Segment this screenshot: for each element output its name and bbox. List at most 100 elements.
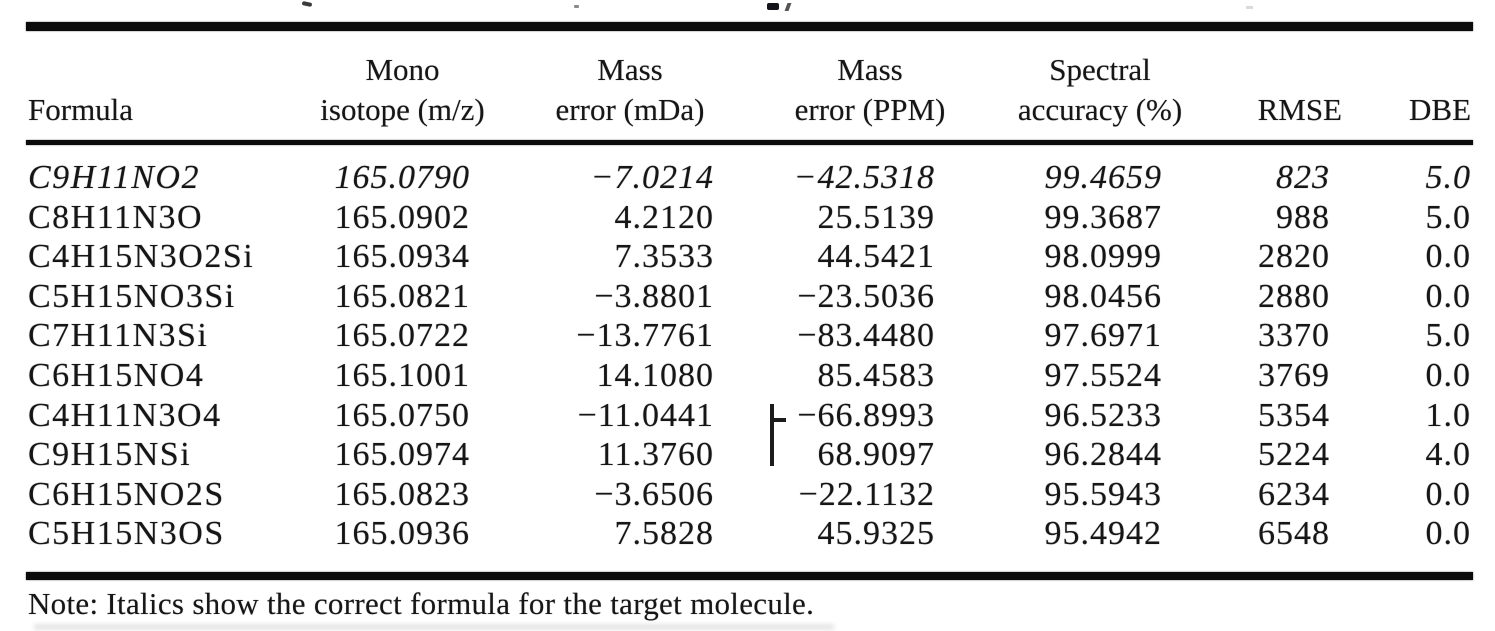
column-header-mass-error-ppm: Mass error (PPM) (755, 40, 985, 158)
cell-spectral: 99.4659 (1044, 159, 1162, 196)
cell-formula: C6H15NO4 (28, 356, 205, 394)
cell-formula: C9H11NO2 (28, 159, 200, 196)
caption-artifact (1246, 6, 1253, 9)
cell-rmse: 988 (1276, 198, 1330, 236)
cell-rmse: 5354 (1258, 396, 1330, 434)
cell-formula: C5H15NO3Si (28, 277, 236, 315)
scan-line-artifact (770, 404, 774, 466)
cell-rmse: 6234 (1258, 475, 1330, 513)
caption-artifact (767, 3, 779, 10)
header-line: RMSE (1257, 92, 1342, 127)
cell-dbe: 5.0 (1425, 317, 1471, 355)
header-line: isotope (m/z) (320, 92, 485, 127)
cell-spectral: 96.5233 (1044, 396, 1162, 434)
cell-mda: −3.8801 (594, 277, 714, 315)
cell-dbe: 4.0 (1425, 436, 1471, 474)
cell-formula: C7H11N3Si (28, 317, 209, 355)
cell-mda: −11.0441 (577, 396, 714, 434)
cell-spectral: 95.4942 (1044, 515, 1162, 553)
cell-rmse: 3769 (1258, 356, 1330, 394)
results-table: Formula Mono isotope (m/z) Mass error (m… (0, 40, 1495, 554)
cell-rmse: 6548 (1258, 515, 1330, 553)
cell-mda: 14.1080 (596, 356, 714, 394)
cell-mda: 4.2120 (614, 198, 714, 236)
cell-spectral: 95.5943 (1044, 475, 1162, 513)
cell-rmse: 2880 (1258, 277, 1330, 315)
scan-line-artifact (770, 418, 786, 422)
cell-spectral: 99.3687 (1044, 198, 1162, 236)
cell-ppm: −66.8993 (797, 396, 935, 434)
header-line: error (PPM) (794, 92, 946, 127)
cell-mda: 7.5828 (614, 515, 714, 553)
caption-artifact (574, 5, 579, 8)
column-header-dbe: DBE (1350, 40, 1495, 158)
cell-dbe: 0.0 (1425, 515, 1471, 553)
header-line: DBE (1409, 92, 1471, 127)
column-header-formula: Formula (0, 40, 300, 158)
cell-spectral: 98.0999 (1044, 238, 1162, 276)
cell-formula: C4H15N3O2Si (28, 238, 255, 276)
header-line: Mono (365, 52, 440, 87)
cell-ppm: −83.4480 (797, 317, 935, 355)
cell-mono: 165.0722 (334, 317, 470, 355)
cell-dbe: 0.0 (1425, 475, 1471, 513)
cell-formula: C8H11N3O (28, 198, 204, 236)
header-line: Mass (837, 52, 903, 87)
cell-mda: 7.3533 (614, 238, 714, 276)
cell-formula: C6H15NO2S (28, 475, 225, 513)
cell-ppm: −42.5318 (793, 159, 935, 196)
column-header-rmse: RMSE (1215, 40, 1350, 158)
cell-dbe: 1.0 (1425, 396, 1471, 434)
cell-dbe: 0.0 (1425, 277, 1471, 315)
cell-mda: 11.3760 (597, 436, 714, 474)
cell-mono: 165.0902 (334, 198, 470, 236)
cell-formula: C9H15NSi (28, 436, 192, 474)
cell-ppm: 45.9325 (817, 515, 935, 553)
cell-dbe: 5.0 (1425, 198, 1471, 236)
cell-rmse: 823 (1276, 159, 1330, 196)
column-header-mass-error-mda: Mass error (mDa) (505, 40, 755, 158)
cell-ppm: 68.9097 (817, 436, 935, 474)
caption-artifact (784, 3, 792, 11)
cell-ppm: −22.1132 (798, 475, 935, 513)
table-bottom-rule (26, 572, 1473, 580)
header-line: Formula (28, 92, 134, 127)
column-header-mono-isotope: Mono isotope (m/z) (300, 40, 505, 158)
cell-dbe: 0.0 (1425, 238, 1471, 276)
cell-spectral: 97.6971 (1044, 317, 1162, 355)
cell-mda: −3.6506 (594, 475, 714, 513)
table-note: Note: Italics show the correct formula f… (28, 586, 815, 621)
cell-mono: 165.0934 (334, 238, 470, 276)
cell-mono: 165.1001 (334, 356, 470, 394)
cell-dbe: 5.0 (1425, 159, 1471, 196)
cell-spectral: 97.5524 (1044, 356, 1162, 394)
cell-ppm: 85.4583 (817, 356, 935, 394)
cell-mono: 165.0823 (334, 475, 470, 513)
cell-rmse: 2820 (1258, 238, 1330, 276)
cell-spectral: 96.2844 (1044, 436, 1162, 474)
table-top-rule (26, 22, 1473, 31)
header-line: Spectral (1049, 52, 1151, 87)
cell-mda: −13.7761 (576, 317, 714, 355)
table-header-rule (26, 140, 1473, 145)
cell-formula: C5H15N3OS (28, 515, 225, 553)
caption-artifact (301, 1, 313, 7)
cell-mono: 165.0750 (334, 396, 470, 434)
header-line: error (mDa) (555, 92, 705, 127)
cell-ppm: 25.5139 (817, 198, 935, 236)
cell-rmse: 3370 (1258, 317, 1330, 355)
cell-rmse: 5224 (1258, 436, 1330, 474)
cell-mono: 165.0821 (334, 277, 470, 315)
cropped-text-artifact (34, 624, 834, 630)
cell-ppm: 44.5421 (817, 238, 935, 276)
header-line: accuracy (%) (1017, 92, 1183, 127)
cell-mono: 165.0974 (334, 436, 470, 474)
cell-mono: 165.0936 (334, 515, 470, 553)
cell-dbe: 0.0 (1425, 356, 1471, 394)
cell-spectral: 98.0456 (1044, 277, 1162, 315)
cell-formula: C4H11N3O4 (28, 396, 222, 434)
header-line: Mass (597, 52, 663, 87)
column-header-spectral-accuracy: Spectral accuracy (%) (985, 40, 1215, 158)
cell-mono: 165.0790 (334, 159, 470, 196)
